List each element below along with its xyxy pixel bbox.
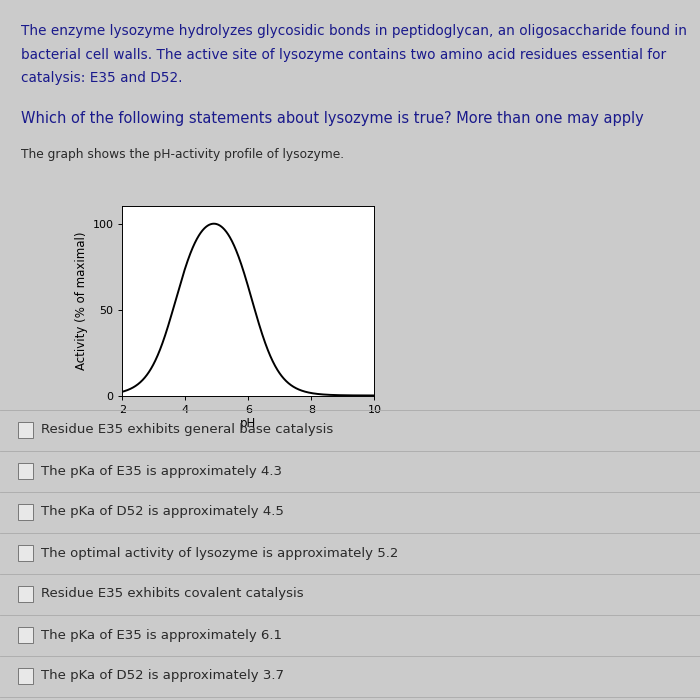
Text: The optimal activity of lysozyme is approximately 5.2: The optimal activity of lysozyme is appr… <box>41 547 399 559</box>
Text: catalysis: E35 and D52.: catalysis: E35 and D52. <box>21 71 183 85</box>
Text: Residue E35 exhibits covalent catalysis: Residue E35 exhibits covalent catalysis <box>41 587 304 601</box>
Text: Residue E35 exhibits general base catalysis: Residue E35 exhibits general base cataly… <box>41 424 334 437</box>
Text: The pKa of D52 is approximately 3.7: The pKa of D52 is approximately 3.7 <box>41 669 284 682</box>
Text: The enzyme lysozyme hydrolyzes glycosidic bonds in peptidoglycan, an oligosaccha: The enzyme lysozyme hydrolyzes glycosidi… <box>21 25 687 38</box>
Text: The pKa of E35 is approximately 6.1: The pKa of E35 is approximately 6.1 <box>41 629 282 641</box>
Text: The pKa of D52 is approximately 4.5: The pKa of D52 is approximately 4.5 <box>41 505 284 519</box>
Text: Which of the following statements about lysozyme is true? More than one may appl: Which of the following statements about … <box>21 111 644 126</box>
Text: bacterial cell walls. The active site of lysozyme contains two amino acid residu: bacterial cell walls. The active site of… <box>21 48 666 62</box>
Y-axis label: Activity (% of maximal): Activity (% of maximal) <box>76 232 88 370</box>
Text: The pKa of E35 is approximately 4.3: The pKa of E35 is approximately 4.3 <box>41 465 282 477</box>
Text: The graph shows the pH-activity profile of lysozyme.: The graph shows the pH-activity profile … <box>21 148 344 161</box>
X-axis label: pH: pH <box>240 417 257 430</box>
